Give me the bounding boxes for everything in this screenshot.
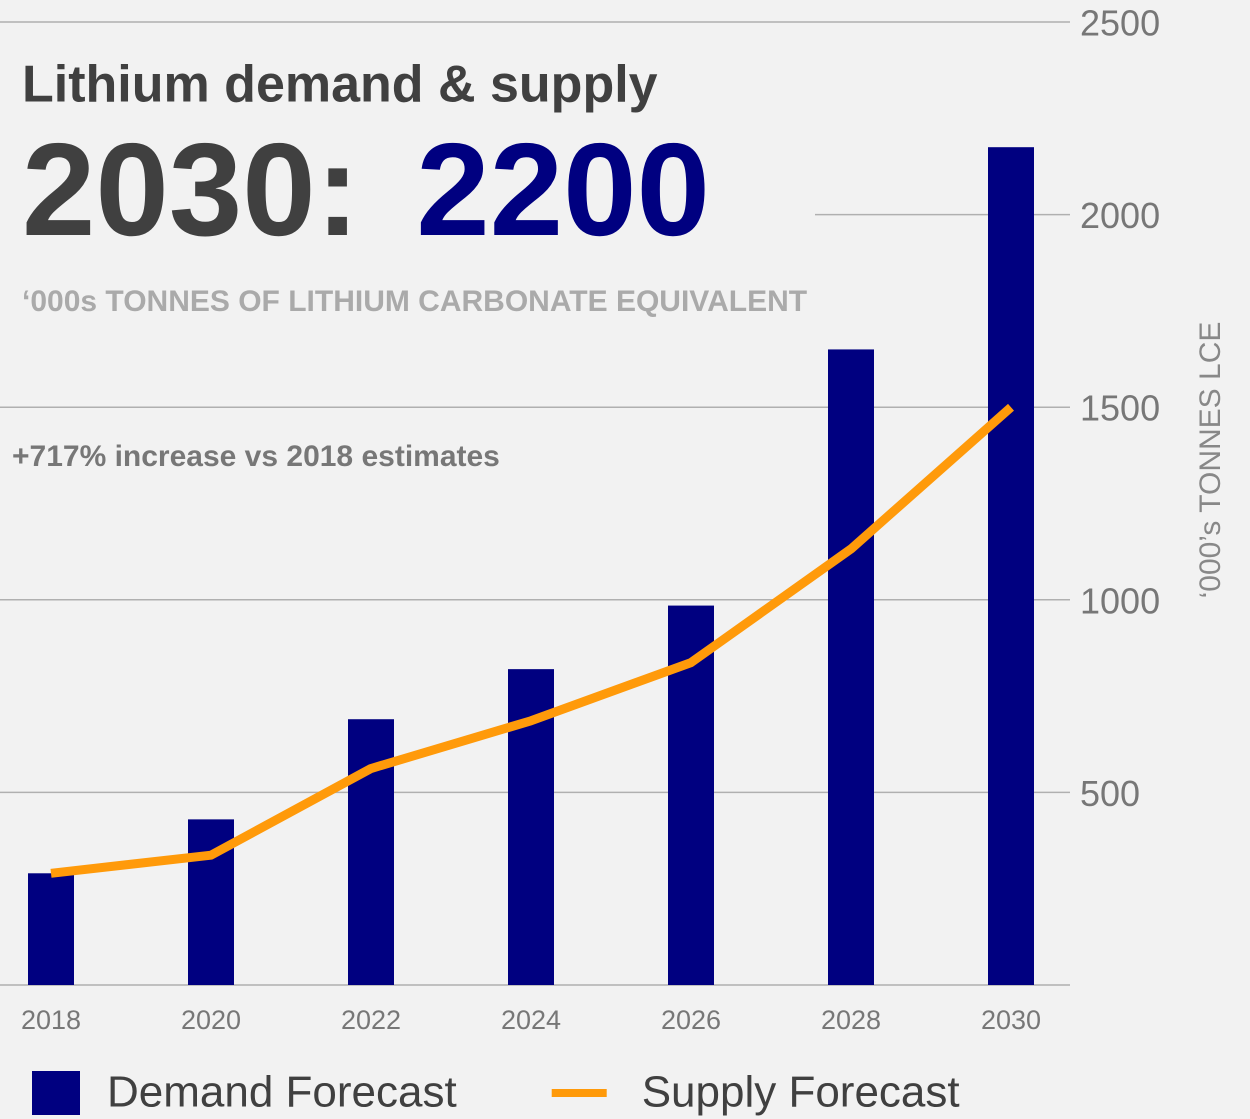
x-tick-label: 2030 bbox=[981, 1005, 1041, 1035]
headline-value: 2200 bbox=[416, 116, 710, 263]
legend-label: Demand Forecast bbox=[107, 1068, 457, 1117]
y-tick-label: 1500 bbox=[1080, 388, 1160, 429]
x-tick-label: 2020 bbox=[181, 1005, 241, 1035]
line bbox=[50, 403, 1014, 878]
y-tick-label: 500 bbox=[1080, 773, 1140, 814]
headline: 2030: 2200 bbox=[22, 116, 710, 263]
bar bbox=[828, 349, 874, 985]
chart-title: Lithium demand & supply bbox=[22, 56, 658, 114]
headline-year: 2030: bbox=[22, 116, 360, 263]
x-tick-label: 2028 bbox=[821, 1005, 881, 1035]
x-tick-label: 2022 bbox=[341, 1005, 401, 1035]
bar bbox=[988, 147, 1034, 985]
y-tick-label: 2000 bbox=[1080, 195, 1160, 236]
bar bbox=[28, 873, 74, 985]
legend-swatch bbox=[32, 1071, 80, 1115]
legend-label: Supply Forecast bbox=[642, 1068, 960, 1117]
y-tick-label: 1000 bbox=[1080, 580, 1160, 621]
x-tick-label: 2024 bbox=[501, 1005, 561, 1035]
y-axis-label: ‘000’s TONNES LCE bbox=[1194, 322, 1227, 599]
annotation: +717% increase vs 2018 estimates bbox=[12, 440, 500, 473]
x-tick-label: 2026 bbox=[661, 1005, 721, 1035]
header-backdrop bbox=[0, 140, 815, 330]
x-tick-label: 2018 bbox=[21, 1005, 81, 1035]
subtitle: ‘000s TONNES OF LITHIUM CARBONATE EQUIVA… bbox=[22, 285, 807, 318]
y-tick-label: 2500 bbox=[1080, 3, 1160, 44]
